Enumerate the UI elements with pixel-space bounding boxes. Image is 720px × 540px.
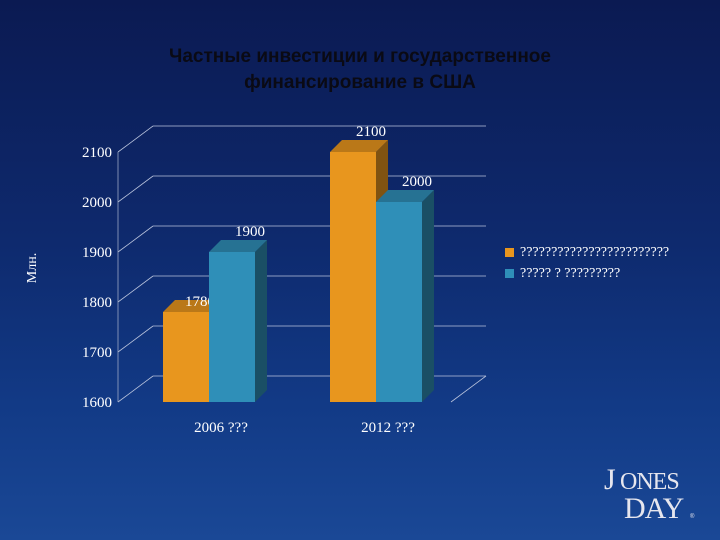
- gridline-depth-1700: [117, 325, 154, 353]
- legend-swatch-public: [505, 269, 514, 278]
- bar-side-1-1: [422, 190, 434, 402]
- bar-1-0: [330, 152, 376, 402]
- logo-line1: ONES: [620, 469, 679, 495]
- jones-day-logo: J ONES DAY ®: [604, 463, 695, 522]
- bar-top-1-0: [330, 140, 388, 152]
- bar-1-1: [376, 202, 422, 402]
- svg-text:J: J: [604, 463, 616, 496]
- legend-label-private: ????????????????????????: [520, 245, 670, 260]
- gridline-depth-2000: [117, 175, 154, 203]
- chart-title-line1: Частные инвестиции и государственное: [169, 46, 551, 67]
- x-tick-label-1: 2012 ???: [361, 420, 415, 436]
- legend-item-public: ????? ? ?????????: [505, 265, 695, 282]
- y-tick-label-1900: 1900: [82, 245, 112, 261]
- legend-swatch-private: [505, 248, 514, 257]
- chart-title: Частные инвестиции и государственное фин…: [60, 44, 660, 96]
- gridline-depth-1900: [117, 225, 154, 253]
- logo-line2: DAY: [624, 492, 684, 522]
- logo-mark: ®: [690, 513, 695, 520]
- legend: ???????????????????????? ????? ? ???????…: [505, 244, 695, 286]
- gridline-depth-1800: [117, 275, 154, 303]
- y-tick-label-1600: 1600: [82, 395, 112, 411]
- y-tick-label-2000: 2000: [82, 195, 112, 211]
- legend-item-private: ????????????????????????: [505, 244, 695, 261]
- data-label-0-0: 1780: [185, 294, 215, 310]
- bar-side-0-1: [255, 240, 267, 402]
- bar-top-0-1: [209, 240, 267, 252]
- legend-label-public: ????? ? ?????????: [520, 266, 621, 281]
- bar-0-0: [163, 312, 209, 402]
- bar-top-0-0: [163, 300, 221, 312]
- bar-0-1: [209, 252, 255, 402]
- y-axis-label: Млн.: [25, 253, 40, 283]
- chart-title-line2: финансирование в США: [244, 72, 476, 93]
- y-tick-label-2100: 2100: [82, 145, 112, 161]
- x-tick-label-0: 2006 ???: [194, 420, 248, 436]
- bar-top-1-1: [376, 190, 434, 202]
- y-tick-label-1800: 1800: [82, 295, 112, 311]
- gridline-depth-1600: [117, 375, 154, 403]
- data-label-0-1: 1900: [235, 224, 265, 240]
- gridline-depth-2100: [117, 125, 154, 153]
- data-label-1-0: 2100: [356, 124, 386, 140]
- y-tick-label-1700: 1700: [82, 345, 112, 361]
- floor-edge: [450, 375, 487, 403]
- data-label-1-1: 2000: [402, 174, 432, 190]
